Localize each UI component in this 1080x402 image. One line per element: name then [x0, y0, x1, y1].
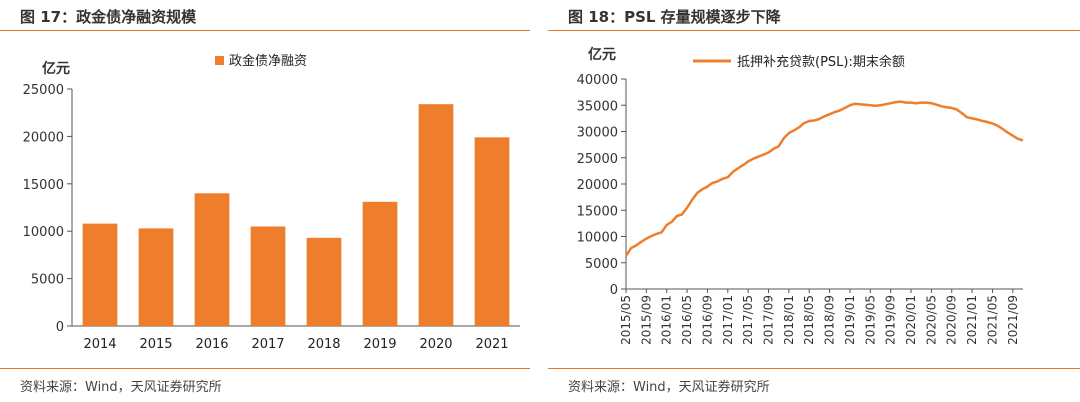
x-tick-label: 2017: [251, 337, 284, 352]
figure-17-panel: 图 17：政金债净融资规模 亿元 0 5000 10000 15000 20000 2500…: [0, 0, 530, 402]
y-axis-unit-label: 亿元: [588, 46, 616, 63]
y-tick-label: 10000: [577, 231, 618, 246]
x-tick-label: 2021/05: [985, 295, 999, 345]
y-tick-label: 25000: [23, 83, 64, 98]
figure-17-source: 资料来源：Wind，天风证券研究所: [20, 380, 222, 395]
y-tick-label: 35000: [577, 99, 618, 114]
figure-17-bottom-rule: [0, 368, 530, 369]
bar-2018: [306, 237, 342, 326]
x-tick-label: 2020/01: [904, 295, 918, 345]
y-tick-label: 20000: [23, 130, 64, 145]
figure-18-title: 图 18：PSL 存量规模逐步下降: [568, 8, 781, 26]
bar-2016: [194, 193, 230, 326]
y-tick-label: 20000: [577, 178, 618, 193]
x-tick-label: 2016/09: [700, 295, 714, 345]
y-tick-label: 40000: [577, 73, 618, 88]
x-tick-label: 2018/05: [802, 295, 816, 345]
x-tick-label: 2020/05: [924, 295, 938, 345]
x-tick-label: 2021: [475, 337, 508, 352]
y-tick-label: 0: [56, 320, 64, 335]
x-tick-label: 2017/05: [741, 295, 755, 345]
bar-2021: [474, 137, 510, 326]
y-tick-label: 15000: [577, 204, 618, 219]
x-tick-label: 2015/09: [639, 295, 653, 345]
x-tick-label: 2016/05: [680, 295, 694, 345]
legend-label: 抵押补充贷款(PSL):期末余额: [737, 54, 905, 70]
bar-2014: [82, 223, 118, 326]
legend-swatch: [215, 56, 224, 65]
y-tick-label: 25000: [577, 152, 618, 167]
y-tick-label: 30000: [577, 126, 618, 141]
x-tick-label: 2014: [83, 337, 116, 352]
figure-18-line-chart: 亿元 0 5000 10000 15000 20000 25000 30000 35000 400…: [577, 46, 1024, 345]
x-tick-label: 2019/09: [884, 295, 898, 345]
x-tick-label: 2021/09: [1006, 295, 1020, 345]
figure-18-panel: 图 18：PSL 存量规模逐步下降 亿元 0 5000 10000 15000 20000…: [548, 0, 1080, 402]
figure-18-bottom-rule: [548, 368, 1080, 369]
x-tick-label: 2019/05: [863, 295, 877, 345]
figure-18-source: 资料来源：Wind，天风证券研究所: [568, 380, 770, 395]
bar-2020: [418, 104, 454, 326]
x-tick-label: 2018/01: [782, 295, 796, 345]
x-tick-label: 2015/05: [619, 295, 633, 345]
y-tick-label: 15000: [23, 178, 64, 193]
bar-2017: [250, 226, 286, 326]
x-tick-label: 2019: [363, 337, 396, 352]
figure-17-title: 图 17：政金债净融资规模: [20, 8, 197, 26]
x-tick-label: 2015: [139, 337, 172, 352]
psl-balance-line: [624, 100, 1024, 257]
x-tick-label: 2017/01: [721, 295, 735, 345]
x-tick-label: 2018/09: [823, 295, 837, 345]
x-tick-label: 2016: [195, 337, 228, 352]
y-tick-label: 0: [610, 283, 618, 298]
figure-17-bar-chart: 亿元 0 5000 10000 15000 20000 25000 2014 2015 2016 2…: [23, 53, 520, 352]
x-tick-label: 2019/01: [843, 295, 857, 345]
y-tick-label: 5000: [31, 273, 64, 288]
bar-2019: [362, 201, 398, 326]
figure-17-top-rule: [0, 30, 530, 31]
y-tick-label: 5000: [585, 257, 618, 272]
x-tick-label: 2018: [307, 337, 340, 352]
x-tick-label: 2020: [419, 337, 452, 352]
x-tick-label: 2020/09: [945, 295, 959, 345]
y-tick-label: 10000: [23, 225, 64, 240]
figure-18-top-rule: [548, 30, 1080, 31]
bar-2015: [138, 228, 174, 326]
y-axis-unit-label: 亿元: [42, 60, 70, 77]
x-tick-label: 2016/01: [660, 295, 674, 345]
x-tick-label: 2017/09: [762, 295, 776, 345]
x-tick-label: 2021/01: [965, 295, 979, 345]
legend-label: 政金债净融资: [229, 53, 307, 69]
